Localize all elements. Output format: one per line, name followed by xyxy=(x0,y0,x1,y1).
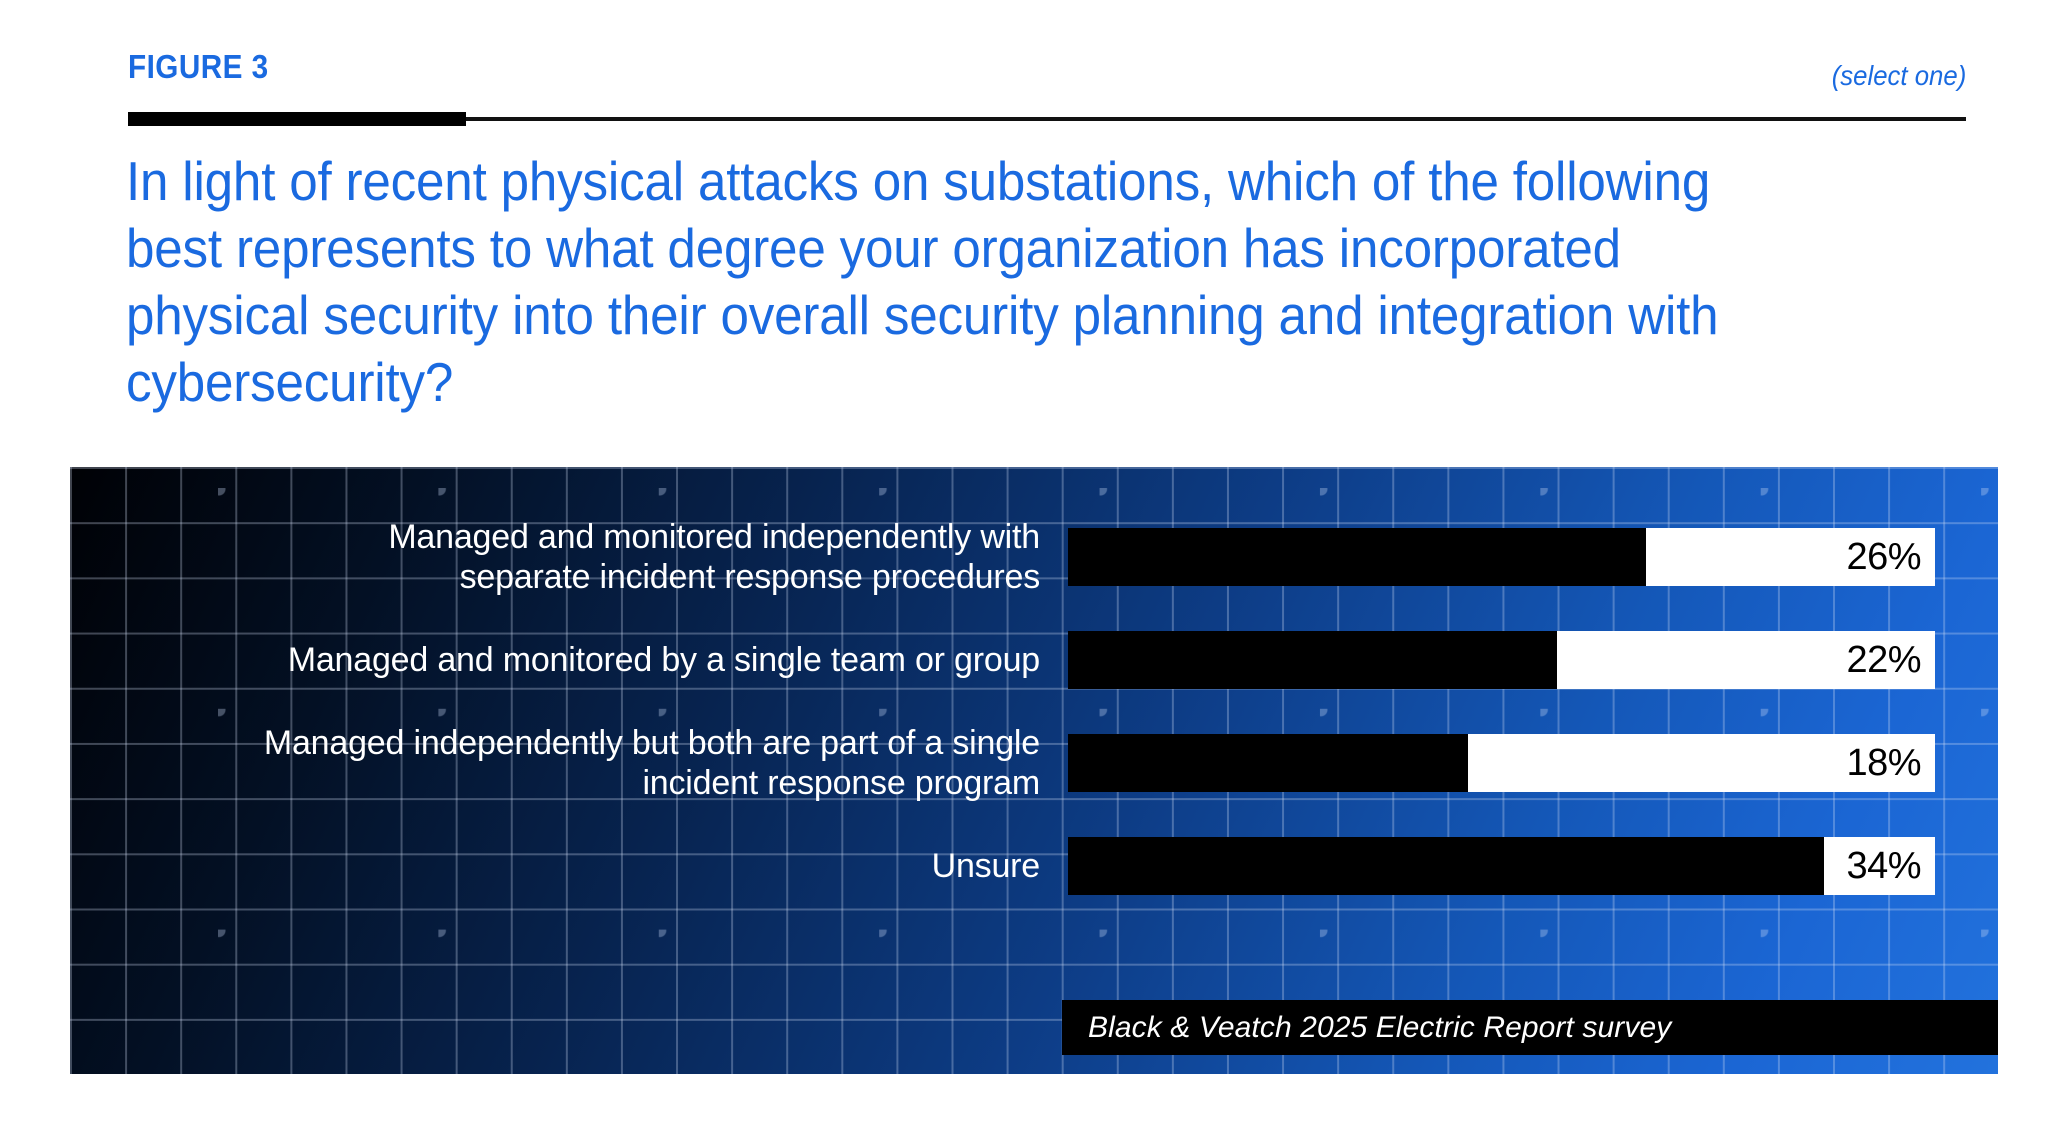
bar-track: 22% xyxy=(1068,631,1935,689)
header-rule-accent xyxy=(128,112,466,126)
chart-panel: Managed and monitored independently with… xyxy=(70,467,1998,1074)
bar-value-label: 26% xyxy=(1846,536,1921,578)
header-rule-thin xyxy=(128,117,1966,121)
bar-track: 26% xyxy=(1068,528,1935,586)
bar-fill xyxy=(1068,528,1646,586)
bar-fill xyxy=(1068,837,1824,895)
bar-row: Unsure 34% xyxy=(70,837,1998,895)
bar-category-label: Managed and monitored independently with… xyxy=(388,518,1040,596)
bar-fill xyxy=(1068,734,1469,792)
figure-header: FIGURE 3 (select one) xyxy=(128,48,1966,126)
header-rule xyxy=(128,112,1966,126)
bar-row: Managed and monitored independently with… xyxy=(70,518,1998,596)
bar-category-label: Managed and monitored by a single team o… xyxy=(287,641,1040,679)
question-text: In light of recent physical attacks on s… xyxy=(126,150,1719,413)
bar-value-label: 34% xyxy=(1846,845,1921,887)
select-one-hint: (select one) xyxy=(1831,60,1966,91)
bar-track: 18% xyxy=(1068,734,1935,792)
bar-category-label: Unsure xyxy=(931,847,1041,885)
bar-value-label: 22% xyxy=(1846,639,1921,681)
source-label: Black & Veatch 2025 Electric Report surv… xyxy=(1088,1010,1672,1044)
bar-track: 34% xyxy=(1068,837,1935,895)
bar-row: Managed and monitored by a single team o… xyxy=(70,631,1998,689)
bar-rows: Managed and monitored independently with… xyxy=(70,467,1998,1074)
bar-value-label: 18% xyxy=(1846,742,1921,784)
source-tag: Black & Veatch 2025 Electric Report surv… xyxy=(1062,1000,1998,1055)
bar-fill xyxy=(1068,631,1558,689)
bar-row: Managed independently but both are part … xyxy=(70,724,1998,802)
bar-category-label: Managed independently but both are part … xyxy=(263,724,1040,802)
figure-label: FIGURE 3 xyxy=(128,48,269,85)
